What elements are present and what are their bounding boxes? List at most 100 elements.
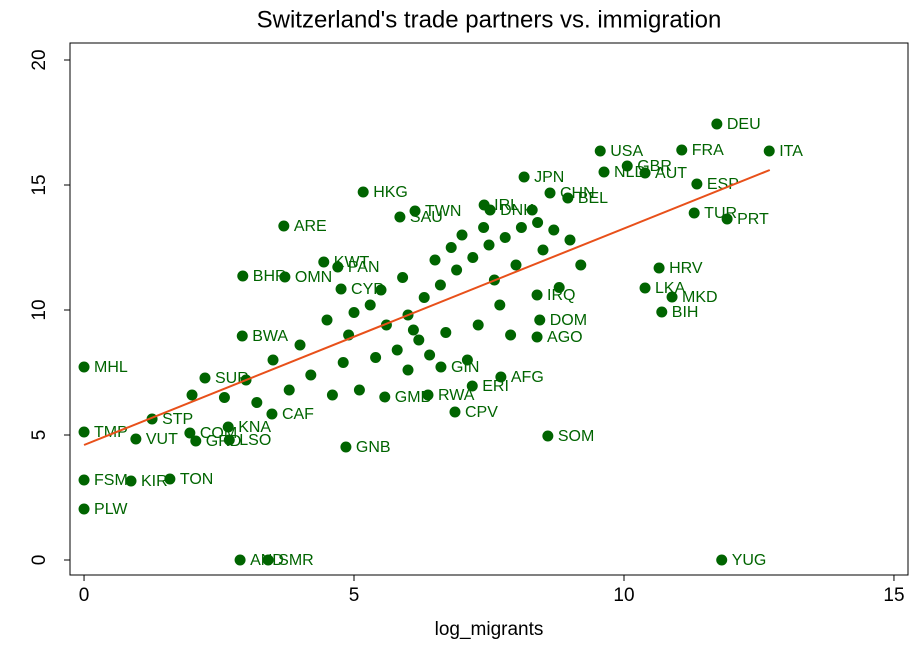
data-point — [499, 232, 511, 243]
point-label: BHR — [253, 268, 287, 285]
data-point — [691, 178, 703, 190]
data-point — [190, 435, 202, 447]
point-label: VUT — [146, 431, 178, 448]
data-point — [397, 272, 409, 283]
data-point — [422, 389, 434, 401]
point-label: LKA — [655, 280, 686, 297]
data-point — [653, 262, 665, 274]
data-point — [186, 389, 198, 401]
point-label: CAF — [282, 406, 314, 423]
data-point — [370, 352, 382, 363]
point-label: KIR — [141, 473, 168, 490]
x-axis-label: log_migrants — [435, 619, 544, 640]
point-label: AFG — [511, 369, 544, 386]
data-point — [562, 192, 574, 204]
data-point — [461, 354, 473, 366]
data-point — [379, 391, 391, 403]
data-point — [484, 204, 496, 216]
data-point — [78, 426, 90, 438]
data-point — [534, 314, 546, 326]
data-point — [407, 324, 419, 336]
point-label: CPV — [465, 404, 498, 421]
point-label: GIN — [451, 359, 479, 376]
data-point — [531, 331, 543, 343]
point-label: ITA — [779, 143, 803, 160]
point-label: KNA — [238, 419, 271, 436]
point-label: BEL — [578, 190, 608, 207]
data-point — [130, 433, 142, 445]
data-point — [164, 473, 176, 485]
point-label: HRV — [669, 260, 703, 277]
data-point — [234, 554, 246, 566]
data-point — [236, 330, 248, 342]
point-label: KWT — [334, 254, 370, 271]
data-point — [357, 186, 369, 198]
data-point — [466, 380, 478, 392]
y-tick-label: 20 — [29, 49, 50, 70]
point-label: SOM — [558, 428, 594, 445]
point-label: SAU — [410, 209, 443, 226]
point-label: JPN — [534, 169, 564, 186]
data-point — [237, 270, 249, 282]
point-label: BIH — [672, 304, 699, 321]
data-point — [394, 211, 406, 223]
data-point — [429, 254, 441, 266]
chart-title: Switzerland's trade partners vs. immigra… — [257, 6, 722, 33]
data-point — [278, 220, 290, 232]
point-label: GNB — [356, 439, 391, 456]
data-point — [575, 259, 587, 271]
point-label: IRL — [494, 197, 519, 214]
data-point — [542, 430, 554, 442]
data-point — [435, 361, 447, 373]
data-point — [456, 229, 468, 241]
point-label: MHL — [94, 359, 128, 376]
point-label: PRT — [737, 211, 769, 228]
data-point — [262, 554, 274, 566]
point-label: FRA — [692, 142, 724, 159]
data-point — [445, 242, 457, 253]
point-label: DOM — [550, 312, 587, 329]
data-point — [494, 299, 506, 311]
data-point — [594, 145, 606, 157]
data-point — [184, 427, 196, 439]
data-point — [199, 372, 211, 384]
x-tick-label: 5 — [349, 585, 360, 606]
data-point — [78, 474, 90, 486]
point-label: AGO — [547, 329, 583, 346]
data-point — [656, 306, 668, 318]
x-tick-label: 10 — [613, 585, 634, 606]
point-label: BWA — [252, 328, 288, 345]
data-point — [266, 408, 278, 420]
data-point — [537, 244, 549, 256]
data-point — [515, 222, 527, 233]
plot-frame — [69, 42, 909, 576]
data-point — [413, 334, 425, 346]
point-label: TUR — [704, 205, 737, 222]
data-point — [688, 207, 700, 219]
point-label: IRQ — [547, 287, 575, 304]
point-label: ESP — [707, 176, 739, 193]
data-point — [283, 384, 295, 396]
data-point — [548, 224, 560, 236]
data-point — [451, 264, 463, 276]
y-tick-label: 5 — [29, 430, 50, 441]
data-point — [676, 144, 688, 156]
point-label: TON — [180, 471, 213, 488]
data-point — [279, 271, 291, 283]
data-point — [267, 354, 279, 366]
point-label: PLW — [94, 501, 128, 518]
data-point — [440, 327, 452, 338]
point-label: GRD — [206, 433, 242, 450]
data-point — [531, 289, 543, 301]
data-point — [321, 314, 333, 326]
data-point — [467, 252, 479, 263]
point-label: NLD — [614, 164, 646, 181]
data-point — [318, 256, 330, 268]
point-label: ARE — [294, 218, 327, 235]
data-point — [251, 397, 263, 408]
data-point — [711, 118, 723, 130]
data-point — [639, 282, 651, 294]
y-tick-label: 0 — [29, 555, 50, 566]
fit-line — [83, 169, 771, 446]
